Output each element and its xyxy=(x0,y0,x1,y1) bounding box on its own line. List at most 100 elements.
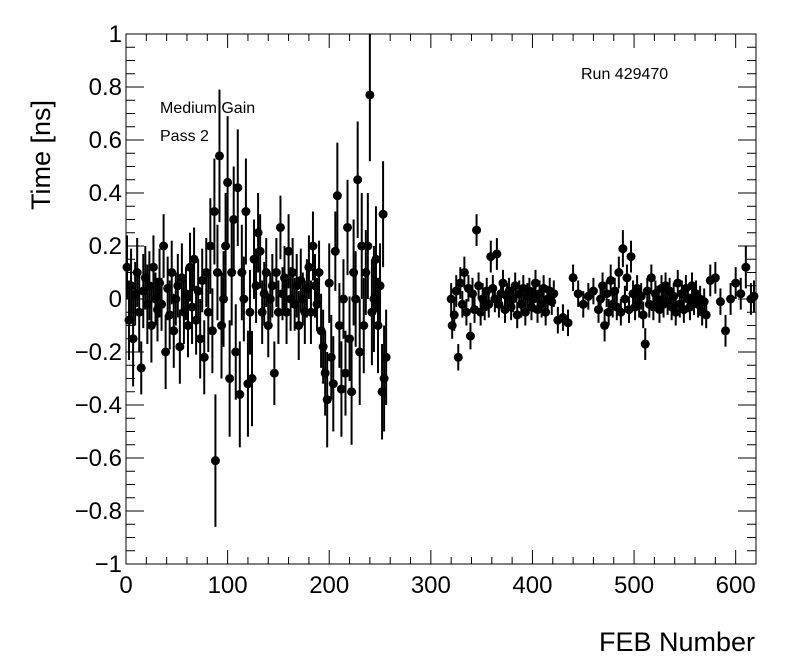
data-point xyxy=(219,251,229,347)
data-point xyxy=(638,301,648,329)
point-marker xyxy=(640,339,650,349)
data-point xyxy=(183,293,193,358)
point-marker xyxy=(185,262,195,272)
point-marker xyxy=(671,307,681,317)
data-point xyxy=(212,224,222,321)
point-marker xyxy=(504,286,514,296)
data-point xyxy=(251,248,261,323)
point-marker xyxy=(304,262,314,272)
point-marker xyxy=(193,286,203,296)
point-marker xyxy=(618,244,628,254)
data-point xyxy=(157,277,167,331)
point-marker xyxy=(334,321,344,330)
point-marker xyxy=(472,225,482,235)
point-marker xyxy=(267,281,277,291)
point-marker xyxy=(340,368,350,378)
data-point xyxy=(351,251,361,347)
data-point xyxy=(381,309,391,405)
data-point xyxy=(288,238,298,307)
point-marker xyxy=(223,177,233,187)
data-point xyxy=(235,341,245,448)
point-marker xyxy=(614,268,624,277)
data-point xyxy=(245,269,255,355)
point-marker xyxy=(510,281,520,291)
data-point xyxy=(239,256,249,342)
data-point xyxy=(247,330,257,427)
data-point xyxy=(209,158,219,265)
point-marker xyxy=(588,286,598,296)
point-marker xyxy=(217,321,227,330)
data-point xyxy=(710,261,720,294)
data-point xyxy=(549,280,559,307)
point-marker xyxy=(749,291,759,301)
data-point xyxy=(474,272,484,299)
data-point xyxy=(338,259,348,339)
point-marker xyxy=(549,289,559,299)
point-marker xyxy=(537,299,547,309)
point-marker xyxy=(144,281,154,291)
data-point xyxy=(461,299,471,326)
x-axis-title: FEB Number xyxy=(599,627,755,657)
data-point xyxy=(294,291,304,360)
point-marker xyxy=(375,281,385,291)
data-point xyxy=(741,246,751,289)
point-marker xyxy=(328,379,338,389)
point-marker xyxy=(359,321,369,330)
data-point xyxy=(165,280,175,350)
x-tick-label: 100 xyxy=(208,572,248,599)
point-marker xyxy=(520,307,530,317)
data-point xyxy=(314,240,324,305)
data-point xyxy=(189,227,199,292)
point-marker xyxy=(669,291,679,301)
data-point xyxy=(159,214,169,278)
point-marker xyxy=(598,281,608,291)
point-marker xyxy=(322,395,332,405)
point-marker xyxy=(318,342,328,352)
data-point xyxy=(451,275,461,307)
data-point xyxy=(721,314,731,347)
point-marker xyxy=(563,318,573,328)
y-tick-label: −0.8 xyxy=(75,498,122,525)
data-point xyxy=(225,320,235,437)
point-marker xyxy=(306,307,316,317)
point-marker xyxy=(134,307,144,317)
point-marker xyxy=(355,347,365,357)
data-point xyxy=(669,283,679,310)
data-point xyxy=(353,121,363,239)
data-point xyxy=(261,238,271,307)
point-marker xyxy=(447,321,457,330)
y-axis: −1 −0.8 −0.6 −0.4 −0.2 0 0.2 0.4 0.6 0.8 1 xyxy=(75,21,756,578)
point-marker xyxy=(146,321,156,330)
data-point xyxy=(731,267,741,299)
point-marker xyxy=(541,307,551,317)
data-point xyxy=(267,253,277,318)
data-point xyxy=(371,206,381,313)
point-marker xyxy=(247,374,257,383)
data-point xyxy=(122,235,132,299)
data-point xyxy=(210,394,220,527)
x-tick-label: 400 xyxy=(512,572,552,599)
data-point xyxy=(449,299,459,331)
point-marker xyxy=(371,254,381,264)
point-marker xyxy=(187,302,197,312)
point-marker xyxy=(314,268,324,277)
data-point xyxy=(282,280,292,345)
data-point xyxy=(284,214,294,289)
point-marker xyxy=(157,299,167,309)
point-marker xyxy=(261,268,271,277)
point-marker xyxy=(280,273,290,283)
point-marker xyxy=(345,334,355,344)
point-marker xyxy=(212,268,222,277)
point-marker xyxy=(294,321,304,330)
data-point xyxy=(343,179,353,276)
data-point xyxy=(173,253,183,318)
data-point xyxy=(275,195,285,260)
data-point xyxy=(616,299,626,326)
point-marker xyxy=(449,310,459,320)
point-marker xyxy=(646,273,656,283)
data-point xyxy=(177,243,187,313)
point-marker xyxy=(282,307,292,317)
y-tick-label: −0.2 xyxy=(75,339,122,366)
pass-annotation: Pass 2 xyxy=(160,128,209,145)
point-marker xyxy=(498,278,508,288)
